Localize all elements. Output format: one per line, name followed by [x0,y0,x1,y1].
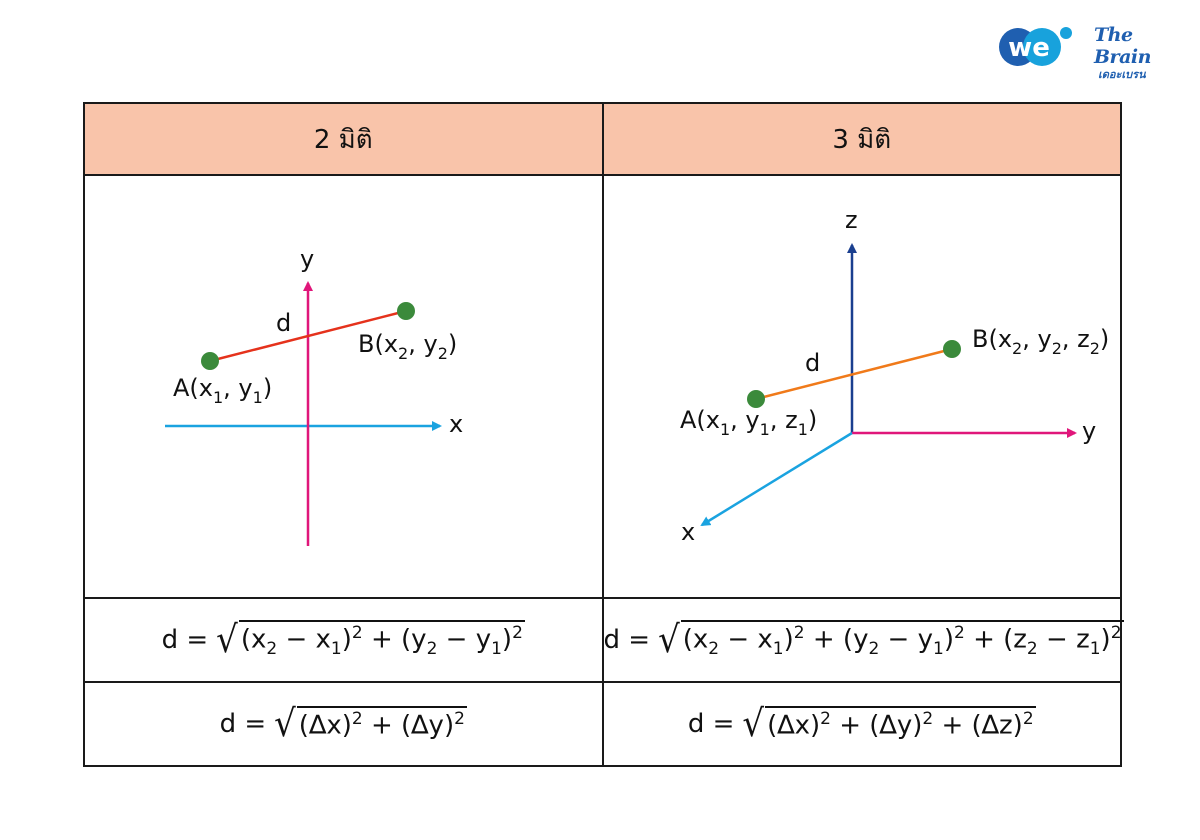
the-brain-logo: The Brain เดอะเบรน [1094,24,1178,81]
square-root-sign: √ [658,617,680,662]
axis-label-x: x [681,518,695,546]
formula-radicand: (∆x)2 + (∆y)2 + (∆z)2 [765,706,1036,742]
formula-delta-3d: d = √ (∆x)2 + (∆y)2 + (∆z)2 [601,681,1122,767]
square-root-sign: √ [742,701,765,746]
formula-delta-2d: d = √ (∆x)2 + (∆y)2 [83,681,604,767]
axis-label-x: x [449,410,463,438]
distance-label: d [276,309,291,337]
axis-label-y: y [1082,417,1096,445]
svg-text:we: we [1008,33,1050,63]
axis-label-z: z [845,206,858,234]
point-a [201,352,219,370]
square-root-sign: √ [274,701,296,746]
logo-line-1: The Brain [1094,24,1151,68]
axis-label-y: y [300,245,314,273]
distance-segment [209,309,407,363]
formula-lhs: d = [687,708,735,739]
point-a-label: A(x1, y1, z1) [680,406,817,439]
distance-formula-table: 2 มิติ 3 มิติ x [83,102,1124,767]
x-axis [699,431,853,527]
point-a [746,390,765,408]
diagram-3d-cell: z y x d A(x1, y1, z1) B(x2, y2, z2) [601,174,1122,599]
diagram-3d: z y x d A(x1, y1, z1) B(x2, y2, z2) [680,206,1109,546]
formula-coordinates-3d: d = √ (x2 − x1)2 + (y2 − y1)2 + (z2 − z1… [601,597,1124,683]
header-3d: 3 มิติ [601,102,1122,176]
formula-lhs: d = [161,624,209,655]
diagram-2d-cell: x y d A(x1, y1) B(x2, y2) [83,174,604,599]
formula-lhs: d = [603,624,651,655]
formula-radicand: (∆x)2 + (∆y)2 [296,706,467,742]
square-root-sign: √ [216,617,238,662]
point-b [397,302,415,320]
diagram-2d: x y d A(x1, y1) B(x2, y2) [165,245,463,546]
distance-segment [755,347,952,401]
distance-label: d [805,349,820,377]
we-logo: we [999,27,1072,66]
point-b-label: B(x2, y2, z2) [972,325,1109,358]
point-b-label: B(x2, y2) [358,330,457,363]
formula-lhs: d = [219,708,267,739]
formula-coordinates-2d: d = √ (x2 − x1)2 + (y2 − y1)2 [83,597,604,683]
point-a-label: A(x1, y1) [173,374,272,407]
formula-radicand: (x2 − x1)2 + (y2 − y1)2 + (z2 − z1)2 [680,620,1124,659]
header-2d: 2 มิติ [83,102,604,176]
logo-line-2: เดอะเบรน [1098,68,1146,81]
point-b [942,340,961,358]
formula-radicand: (x2 − x1)2 + (y2 − y1)2 [238,620,525,659]
